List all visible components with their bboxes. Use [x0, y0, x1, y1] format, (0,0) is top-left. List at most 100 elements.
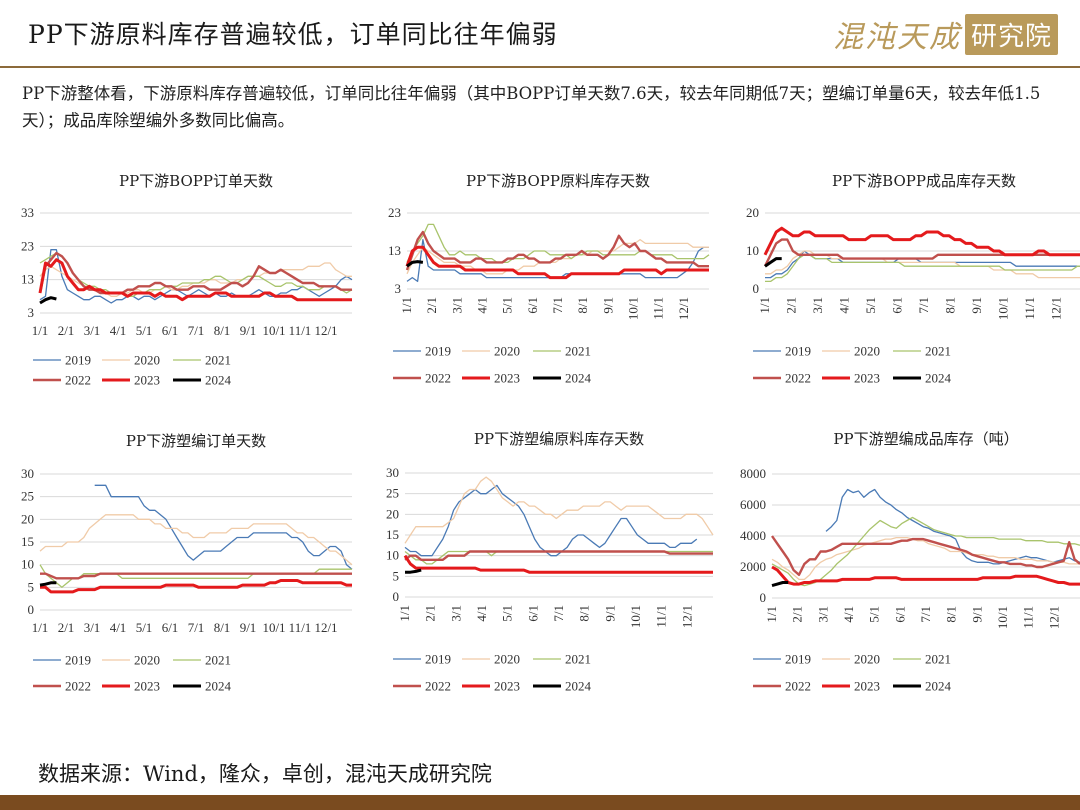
x-tick-label: 9/1	[969, 297, 984, 314]
y-tick-label: 23	[21, 238, 34, 253]
x-tick-label: 10/1	[628, 605, 643, 628]
x-tick-label: 12/1	[314, 620, 337, 635]
x-tick-label: 12/1	[1049, 297, 1064, 320]
source-note: 数据来源：Wind，隆众，卓创，混沌天成研究院	[38, 762, 492, 786]
series-line-2024	[406, 260, 424, 268]
y-tick-label: 15	[21, 534, 34, 549]
x-tick-label: 11/1	[289, 620, 312, 635]
x-tick-label: 1/1	[399, 297, 414, 314]
x-tick-label: 10/1	[995, 606, 1010, 629]
x-tick-label: 12/1	[679, 605, 694, 628]
x-tick-label: 4/1	[475, 297, 490, 314]
y-tick-label: 4000	[740, 528, 766, 543]
x-tick-label: 5/1	[867, 606, 882, 623]
series-line-2020	[404, 476, 714, 544]
x-tick-label: 6/1	[892, 606, 907, 623]
series-line-2020	[771, 536, 1080, 581]
x-tick-label: 6/1	[525, 605, 540, 622]
x-tick-label: 11/1	[1021, 606, 1036, 629]
x-tick-label: 4/1	[110, 620, 127, 635]
legend-label-2022: 2022	[425, 679, 451, 694]
x-tick-label: 7/1	[551, 605, 566, 622]
legend-label-2024: 2024	[205, 679, 232, 694]
x-tick-label: 2/1	[784, 297, 799, 314]
legend-label-2021: 2021	[205, 653, 231, 668]
x-tick-label: 9/1	[240, 323, 257, 338]
legend-label-2022: 2022	[785, 371, 811, 386]
x-tick-label: 5/1	[136, 620, 153, 635]
series-line-2021	[765, 254, 1080, 283]
series-line-2023	[771, 565, 1080, 586]
x-tick-label: 7/1	[188, 620, 205, 635]
x-tick-label: 12/1	[676, 297, 691, 320]
chart-weaving-finished-inventory: PP下游塑编成品库存（吨） 0 2000 4000 6000 8000 1/1 2/1 3/1 4…	[740, 430, 1080, 694]
y-tick-label: 23	[388, 205, 401, 220]
x-tick-label: 3/1	[449, 297, 464, 314]
legend-label-2019: 2019	[785, 344, 811, 359]
legend-label-2019: 2019	[65, 353, 91, 368]
legend-label-2021: 2021	[925, 344, 951, 359]
x-tick-label: 9/1	[602, 605, 617, 622]
legend-label-2022: 2022	[65, 373, 91, 388]
series-line-2022	[771, 535, 1080, 576]
chart-title: PP下游塑编订单天数	[126, 432, 266, 450]
y-tick-label: 25	[386, 486, 399, 501]
y-tick-label: 25	[21, 489, 34, 504]
legend-label-2024: 2024	[565, 679, 592, 694]
chart-bopp-orders: PP下游BOPP订单天数 3 13 23 33 1/1 2/1 3/1 4/1 5/1 6/1 7/1…	[21, 172, 353, 388]
legend-label-2023: 2023	[494, 371, 520, 386]
y-tick-label: 10	[21, 557, 34, 572]
series-line-2023	[763, 226, 1080, 257]
series-line-2024	[39, 296, 57, 305]
series-line-2019	[39, 249, 353, 304]
chart-title: PP下游BOPP成品库存天数	[832, 172, 1016, 190]
x-tick-label: 7/1	[916, 297, 931, 314]
series-line-2024	[771, 581, 789, 588]
x-tick-label: 2/1	[58, 620, 75, 635]
x-tick-label: 3/1	[448, 605, 463, 622]
x-tick-label: 5/1	[863, 297, 878, 314]
y-tick-label: 10	[746, 243, 759, 258]
y-tick-label: 0	[753, 281, 760, 296]
series-line-2022	[405, 230, 709, 271]
y-tick-label: 5	[393, 568, 400, 583]
series-line-2020	[406, 238, 709, 275]
chart-title: PP下游塑编原料库存天数	[474, 430, 644, 448]
legend-label-2022: 2022	[785, 679, 811, 694]
x-tick-label: 8/1	[575, 297, 590, 314]
y-tick-label: 5	[28, 579, 35, 594]
series-line-2024	[764, 257, 782, 268]
x-tick-label: 5/1	[136, 323, 153, 338]
y-tick-label: 20	[746, 205, 759, 220]
y-tick-label: 20	[21, 511, 34, 526]
y-tick-label: 13	[21, 272, 34, 287]
series-line-2023	[40, 579, 352, 594]
x-tick-label: 8/1	[577, 605, 592, 622]
logo-box: 研究院	[964, 13, 1058, 55]
series-line-2020	[39, 514, 353, 566]
x-tick-label: 11/1	[654, 605, 669, 628]
legend-label-2024: 2024	[925, 679, 952, 694]
series-line-2024	[39, 581, 57, 587]
legend-label-2021: 2021	[205, 353, 231, 368]
x-tick-label: 10/1	[996, 297, 1011, 320]
x-tick-label: 11/1	[1022, 297, 1037, 320]
title-rule	[0, 66, 1080, 68]
x-tick-label: 2/1	[58, 323, 75, 338]
header: PP下游原料库存普遍较低，订单同比往年偏弱	[0, 0, 1080, 66]
chart-bopp-finished-inventory: PP下游BOPP成品库存天数 0 10 20 1/1 2/1 3/1 4/1 5/1 6/1 7/1…	[746, 172, 1080, 386]
legend-label-2023: 2023	[134, 373, 160, 388]
x-tick-label: 4/1	[841, 606, 856, 623]
x-tick-label: 8/1	[944, 606, 959, 623]
legend-label-2020: 2020	[494, 652, 520, 667]
y-tick-label: 10	[386, 548, 399, 563]
legend-label-2019: 2019	[425, 652, 451, 667]
footer-bar	[0, 795, 1080, 810]
x-tick-label: 2/1	[423, 605, 438, 622]
series-line-2019	[404, 484, 698, 557]
x-tick-label: 10/1	[626, 297, 641, 320]
chart-title: PP下游BOPP订单天数	[119, 172, 273, 190]
x-tick-label: 7/1	[188, 323, 205, 338]
x-tick-label: 9/1	[969, 606, 984, 623]
legend-label-2023: 2023	[854, 679, 880, 694]
